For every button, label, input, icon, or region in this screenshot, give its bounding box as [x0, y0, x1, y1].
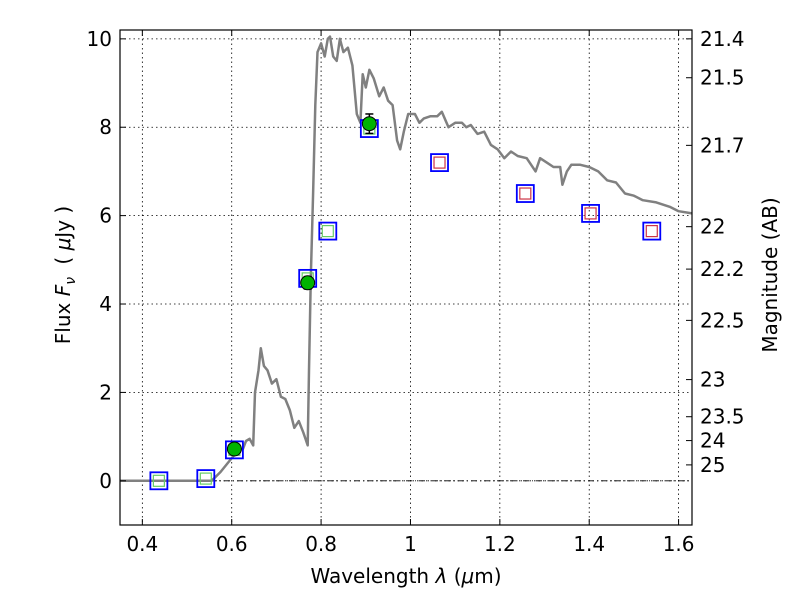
model-photometry-square	[430, 153, 449, 172]
right-tick-label: 21.4	[700, 27, 745, 51]
model-photometry-inner-square	[199, 472, 212, 485]
model-photometry-square	[515, 184, 535, 203]
model-photometry-square	[581, 204, 600, 223]
model-photometry-inner-square	[433, 156, 446, 169]
observed-point	[361, 116, 377, 132]
x-axis-label-prefix: Wavelength	[310, 564, 429, 588]
model-photometry-inner-square	[645, 224, 658, 238]
right-tick-label: 25	[700, 453, 725, 477]
model-spectrum-line	[120, 35, 693, 483]
model-photometry-square	[642, 221, 662, 241]
right-tick-label: 22.2	[700, 257, 745, 281]
y-axis-label-F: F	[51, 284, 75, 296]
y-tick-label: 0	[99, 469, 112, 493]
x-tick-label: 1	[404, 532, 417, 556]
observed-point	[300, 275, 316, 291]
x-axis-label-unit-mu: μ	[461, 564, 475, 588]
x-tick-label: 1.6	[663, 532, 695, 556]
y-axis-label-nu: ν	[63, 277, 79, 285]
model-photometry-inner-square	[321, 224, 334, 238]
model-photometry-inner-square	[519, 187, 532, 200]
y-tick-label: 4	[99, 292, 112, 316]
y-tick-label: 2	[99, 380, 112, 404]
x-axis-label-lambda: λ	[434, 564, 447, 588]
y-tick-label: 8	[99, 115, 112, 139]
y-axis-label-unit-rest: Jy )	[51, 206, 75, 240]
y-axis-label-unit-open: (	[51, 257, 75, 265]
y-tick-label: 10	[87, 27, 112, 51]
y-axis-label-unit-mu: μ	[51, 238, 75, 252]
model-photometry-layer	[149, 119, 662, 491]
model-photometry-square	[224, 440, 244, 460]
plot-frame	[119, 29, 693, 526]
right-tick-label: 23	[700, 368, 725, 392]
x-axis-label-unit-rest: m)	[474, 564, 501, 588]
x-tick-label: 0.4	[126, 532, 158, 556]
model-photometry-inner-square	[584, 207, 597, 220]
model-photometry-square	[196, 469, 216, 488]
y-tick-label: 6	[99, 204, 112, 228]
observed-points-layer	[226, 113, 377, 457]
x-tick-label: 1.2	[484, 532, 516, 556]
model-spectrum-layer	[120, 35, 693, 483]
right-tick-label: 22.5	[700, 308, 745, 332]
x-tick-label: 0.6	[216, 532, 248, 556]
y-axis-label: Flux Fν ( μJy )	[51, 206, 80, 344]
model-photometry-square	[318, 221, 338, 241]
right-tick-label: 22	[700, 215, 725, 239]
right-tick-label: 23.5	[700, 405, 745, 429]
x-tick-label: 1.4	[573, 532, 605, 556]
model-photometry-inner-square	[152, 474, 165, 487]
x-tick-label: 0.8	[305, 532, 337, 556]
right-axis-label: Magnitude (AB)	[758, 197, 782, 352]
x-axis-label: Wavelength λ (μm)	[310, 564, 501, 588]
grid-layer	[120, 30, 692, 525]
right-tick-label: 21.7	[700, 133, 745, 157]
right-tick-label: 24	[700, 429, 725, 453]
right-tick-label: 21.5	[700, 66, 745, 90]
observed-point	[226, 441, 242, 457]
y-axis-label-prefix: Flux	[51, 302, 75, 344]
x-axis-label-unit-open: (	[454, 564, 462, 588]
model-photometry-square	[149, 471, 169, 491]
